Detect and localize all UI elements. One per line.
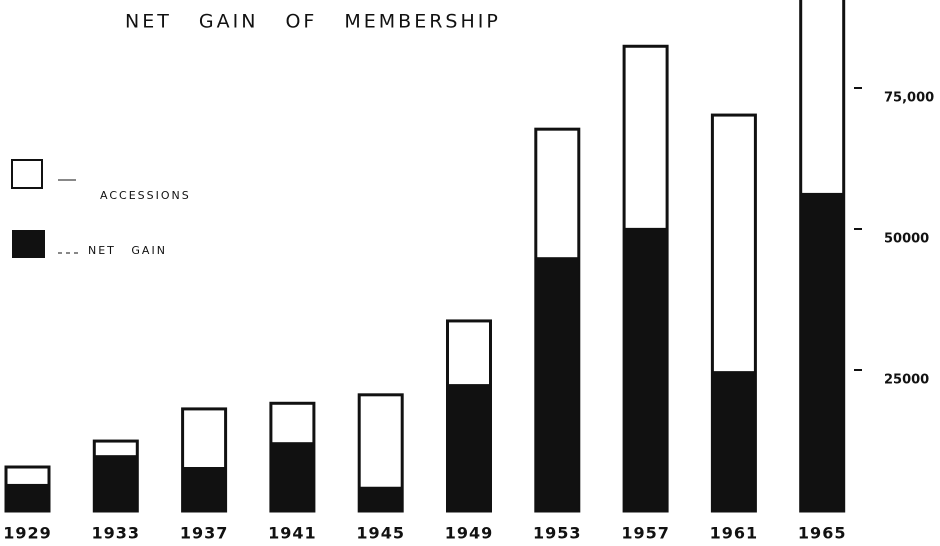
y-tick-label: 25000 [884, 373, 929, 388]
x-tick-label: 1941 [268, 524, 317, 543]
x-tick-label: 1957 [621, 524, 670, 543]
legend-swatch [12, 230, 45, 258]
bar [712, 371, 756, 511]
legend-label: ACCESSIONS [100, 189, 191, 202]
x-tick-label: 1949 [445, 524, 494, 543]
x-tick-label: 1929 [3, 524, 52, 543]
bar [800, 192, 844, 512]
chart-title: NET GAIN OF MEMBERSHIP [125, 11, 501, 33]
legend-label: NET GAIN [88, 244, 167, 257]
x-tick-label: 1937 [180, 524, 229, 543]
bar [270, 442, 314, 511]
x-tick-label: 1933 [92, 524, 141, 543]
bar [535, 257, 579, 511]
y-tick-label: 50000 [884, 232, 929, 247]
bar [624, 227, 668, 511]
bar [6, 483, 49, 511]
bar [447, 384, 491, 511]
x-tick-label: 1965 [798, 524, 847, 543]
x-tick-label: 1961 [710, 524, 759, 543]
y-tick-label: 75,000 [884, 91, 934, 106]
legend-swatch [11, 159, 43, 189]
x-tick-label: 1953 [533, 524, 582, 543]
x-tick-label: 1945 [356, 524, 405, 543]
bar [359, 486, 403, 511]
bar [94, 455, 138, 511]
bar [182, 467, 226, 511]
